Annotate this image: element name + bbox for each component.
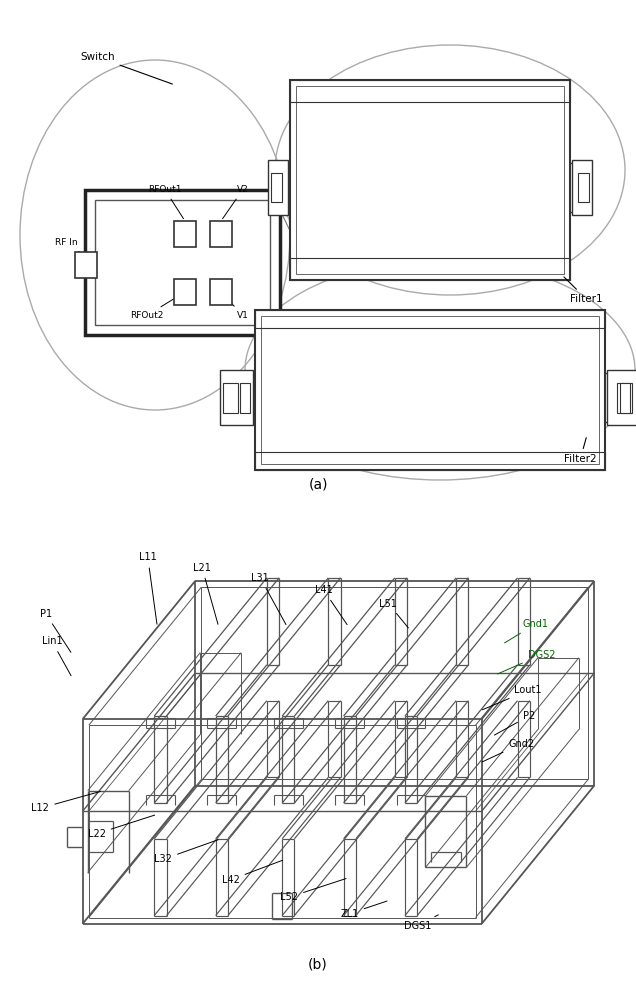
Bar [75,252,97,278]
Text: Lout1: Lout1 [482,685,542,710]
Bar [210,279,232,305]
Bar [578,173,589,202]
Text: Gnd2: Gnd2 [482,739,534,762]
Text: L51: L51 [380,599,408,628]
Bar [261,316,599,464]
Text: L31: L31 [251,573,286,625]
Text: RF In: RF In [55,238,95,263]
Bar [220,370,253,425]
Text: (a): (a) [308,478,328,492]
Text: Filter2: Filter2 [564,438,597,464]
Text: L52: L52 [280,879,346,902]
Bar [617,383,632,413]
Text: L21: L21 [193,563,218,624]
Bar [223,383,238,413]
Bar [620,383,630,413]
Text: Filter1: Filter1 [564,277,603,304]
Text: L22: L22 [88,815,155,839]
Text: L41: L41 [315,585,347,625]
Text: L32: L32 [155,840,218,864]
Bar [290,258,570,280]
Bar [255,310,605,470]
Text: DGS2: DGS2 [497,650,555,674]
Text: ZL1: ZL1 [340,901,387,919]
Text: P1: P1 [39,609,71,652]
Text: RFOut2: RFOut2 [130,293,183,320]
Bar [290,80,570,102]
Bar [95,200,270,325]
Bar [240,383,250,413]
Text: V2: V2 [223,185,249,219]
Bar [85,190,280,335]
Bar [210,221,232,247]
Bar [268,160,288,215]
Text: DGS1: DGS1 [404,915,438,931]
Bar [174,221,196,247]
Text: V1: V1 [223,294,249,320]
Text: Lin1: Lin1 [42,636,71,676]
Bar [296,86,564,274]
Bar [607,370,636,425]
Bar [271,173,282,202]
Text: L12: L12 [32,791,100,813]
Text: Gnd1: Gnd1 [504,619,549,643]
Bar [290,80,570,280]
Text: P2: P2 [494,711,535,735]
Text: (b): (b) [308,958,328,972]
Text: L11: L11 [139,552,157,624]
Text: L42: L42 [222,860,282,885]
Bar [255,452,605,470]
Bar [174,279,196,305]
Bar [572,160,592,215]
Text: Switch: Switch [80,52,172,84]
Bar [255,310,605,328]
Text: RFOut1: RFOut1 [148,185,184,219]
